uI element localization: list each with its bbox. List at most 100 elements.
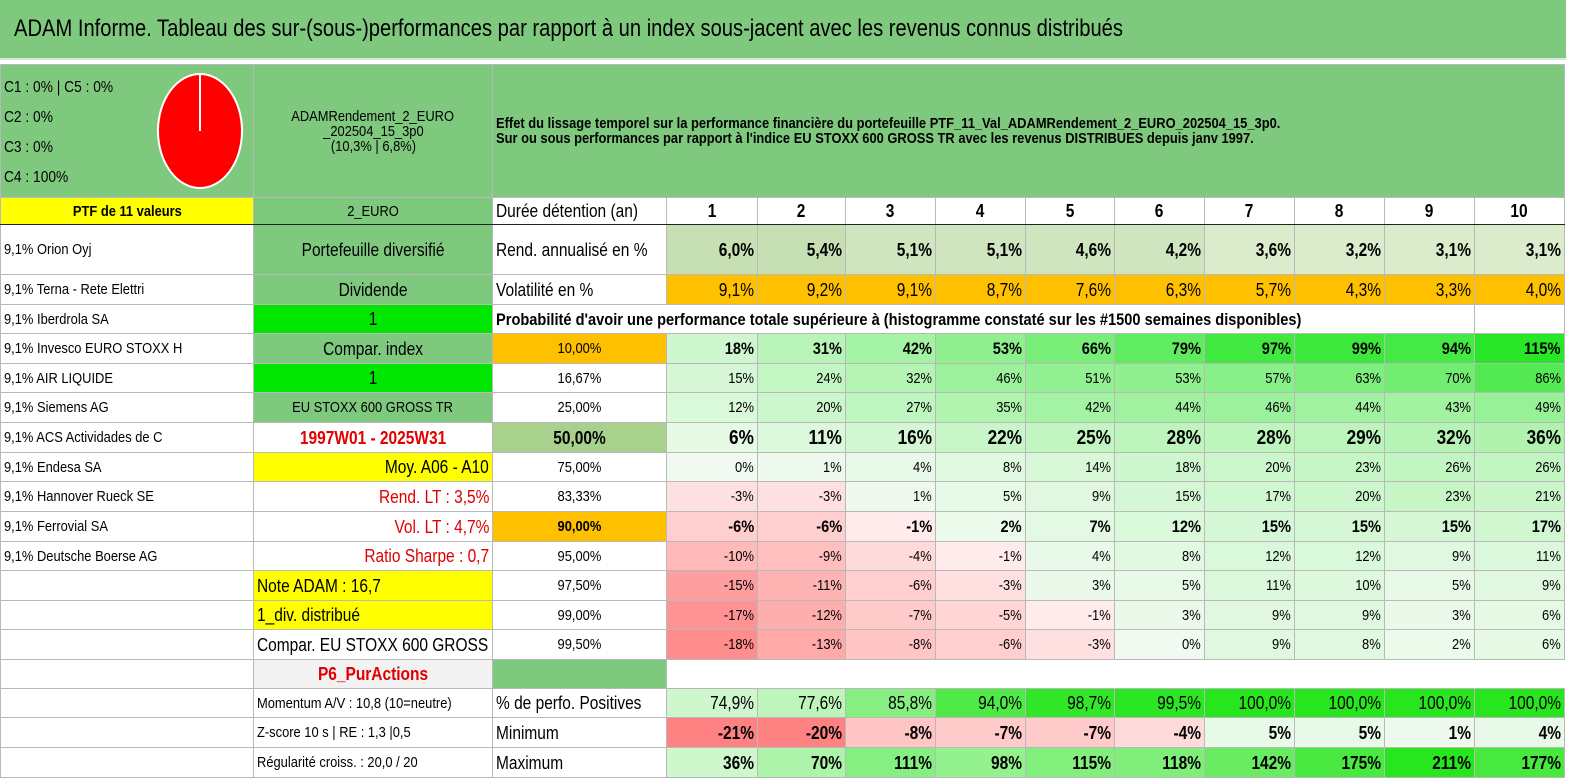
min-label[interactable]: Minimum [492,717,667,748]
quantile-value[interactable]: 51% [1025,363,1115,393]
empty-cell[interactable] [1204,659,1295,689]
quantile-label[interactable]: 95,00% [492,541,667,571]
year-header[interactable]: 3 [845,197,936,225]
quantile-value[interactable]: 70% [1384,363,1475,393]
holding-item[interactable] [0,570,254,601]
pos-value[interactable]: 77,6% [757,688,846,718]
quantile-value[interactable]: 4% [845,452,936,482]
quantile-value[interactable]: 5% [935,481,1026,512]
quantile-value[interactable]: 3% [1114,600,1205,630]
quantile-value[interactable]: -12% [757,600,846,630]
min-value[interactable]: 4% [1474,717,1565,748]
quantile-label[interactable]: 25,00% [492,392,667,423]
empty-cell[interactable] [1114,659,1205,689]
vol-value[interactable]: 3,3% [1384,274,1475,305]
quantile-value[interactable]: 0% [1114,629,1205,660]
quantile-value[interactable]: 86% [1474,363,1565,393]
min-value[interactable]: 5% [1294,717,1385,748]
empty-cell[interactable] [1384,659,1475,689]
pos-value[interactable]: 85,8% [845,688,936,718]
quantile-value[interactable]: 1% [845,481,936,512]
quantile-value[interactable]: 15% [1294,511,1385,542]
quantile-value[interactable]: 23% [1384,481,1475,512]
quantile-value[interactable]: 36% [1474,422,1565,453]
quantile-value[interactable]: 97% [1204,333,1295,364]
quantile-value[interactable]: 57% [1204,363,1295,393]
category-marker[interactable] [492,659,667,689]
allocation-cell[interactable]: C1 : 0% | C5 : 0% C2 : 0% C3 : 0% C4 : 100% [0,64,254,198]
quantile-value[interactable]: 20% [757,392,846,423]
empty-cell[interactable] [757,659,846,689]
quantile-value[interactable]: -5% [935,600,1026,630]
year-header[interactable]: 6 [1114,197,1205,225]
min-value[interactable]: 1% [1384,717,1475,748]
quantile-label[interactable]: 83,33% [492,481,667,512]
quantile-value[interactable]: 42% [1025,392,1115,423]
quantile-value[interactable]: 17% [1474,511,1565,542]
quantile-value[interactable]: -4% [845,541,936,571]
vol-value[interactable]: 9,1% [845,274,936,305]
compar-label[interactable]: Compar. EU STOXX 600 GROSS TR [253,629,493,660]
empty-cell[interactable] [0,747,254,778]
quantile-value[interactable]: -9% [757,541,846,571]
quantile-value[interactable]: 6% [1474,629,1565,660]
quantile-value[interactable]: 4% [1025,541,1115,571]
quantile-value[interactable]: 8% [1294,629,1385,660]
quantile-value[interactable]: 20% [1204,452,1295,482]
portfolio-name-cell[interactable]: ADAMRendement_2_EURO _202504_15_3p0 (10,3%… [253,64,493,198]
quantile-value[interactable]: -7% [845,600,936,630]
quantile-value[interactable]: 9% [1384,541,1475,571]
rend-value[interactable]: 3,2% [1294,224,1385,275]
div-label[interactable]: 1_div. distribué [253,600,493,630]
year-header[interactable]: 1 [666,197,758,225]
max-value[interactable]: 115% [1025,747,1115,778]
holding-item[interactable]: 9,1% Iberdrola SA [0,304,254,334]
quantile-value[interactable]: 6% [1474,600,1565,630]
rend-value[interactable]: 3,1% [1384,224,1475,275]
quantile-value[interactable]: 32% [1384,422,1475,453]
quantile-value[interactable]: -10% [666,541,758,571]
quantile-value[interactable]: 28% [1114,422,1205,453]
vol-value[interactable]: 9,1% [666,274,758,305]
pos-value[interactable]: 100,0% [1294,688,1385,718]
quantile-value[interactable]: 115% [1474,333,1565,364]
min-value[interactable]: -20% [757,717,846,748]
vol-value[interactable]: 8,7% [935,274,1026,305]
quantile-label[interactable]: 75,00% [492,452,667,482]
quantile-value[interactable]: 28% [1204,422,1295,453]
quantile-value[interactable]: 29% [1294,422,1385,453]
quantile-value[interactable]: 27% [845,392,936,423]
year-header[interactable]: 9 [1384,197,1475,225]
quantile-value[interactable]: 63% [1294,363,1385,393]
vol-value[interactable]: 4,3% [1294,274,1385,305]
quantile-value[interactable]: -15% [666,570,758,601]
quantile-value[interactable]: 42% [845,333,936,364]
rend-value[interactable]: 3,6% [1204,224,1295,275]
note-label[interactable]: Note ADAM : 16,7 [253,570,493,601]
quantile-label[interactable]: 50,00% [492,422,667,453]
vol-label[interactable]: Volatilité en % [492,274,667,305]
quantile-value[interactable]: 46% [935,363,1026,393]
holding-item[interactable]: 9,1% Siemens AG [0,392,254,423]
empty-cell[interactable] [1025,659,1115,689]
quantile-value[interactable]: -3% [935,570,1026,601]
rend-label[interactable]: Rend. annualisé en % [492,224,667,275]
holding-item[interactable]: 9,1% Invesco EURO STOXX H [0,333,254,364]
max-label[interactable]: Maximum [492,747,667,778]
quantile-value[interactable]: -6% [666,511,758,542]
quantile-value[interactable]: 0% [666,452,758,482]
empty-cell[interactable] [1294,659,1385,689]
quantile-value[interactable]: 17% [1204,481,1295,512]
pos-value[interactable]: 100,0% [1384,688,1475,718]
min-value[interactable]: -7% [1025,717,1115,748]
quantile-value[interactable]: -6% [935,629,1026,660]
quantile-value[interactable]: 12% [1204,541,1295,571]
quantile-value[interactable]: 18% [1114,452,1205,482]
dividend-value[interactable]: 1 [253,304,493,334]
quantile-value[interactable]: 15% [1114,481,1205,512]
quantile-value[interactable]: 3% [1384,600,1475,630]
holding-item[interactable]: 9,1% Deutsche Boerse AG [0,541,254,571]
pos-value[interactable]: 94,0% [935,688,1026,718]
pos-value[interactable]: 98,7% [1025,688,1115,718]
quantile-value[interactable]: 14% [1025,452,1115,482]
